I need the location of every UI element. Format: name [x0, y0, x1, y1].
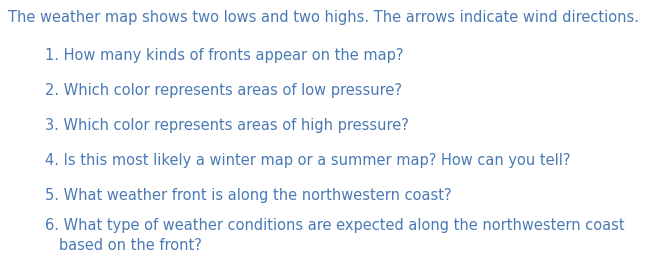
Text: 1. How many kinds of fronts appear on the map?: 1. How many kinds of fronts appear on th… [45, 48, 403, 63]
Text: The weather map shows two lows and two highs. The arrows indicate wind direction: The weather map shows two lows and two h… [8, 10, 639, 25]
Text: 6. What type of weather conditions are expected along the northwestern coast: 6. What type of weather conditions are e… [45, 218, 624, 233]
Text: 3. Which color represents areas of high pressure?: 3. Which color represents areas of high … [45, 118, 409, 133]
Text: 2. Which color represents areas of low pressure?: 2. Which color represents areas of low p… [45, 83, 402, 98]
Text: 5. What weather front is along the northwestern coast?: 5. What weather front is along the north… [45, 188, 451, 203]
Text: 4. Is this most likely a winter map or a summer map? How can you tell?: 4. Is this most likely a winter map or a… [45, 153, 570, 168]
Text: based on the front?: based on the front? [45, 238, 202, 253]
